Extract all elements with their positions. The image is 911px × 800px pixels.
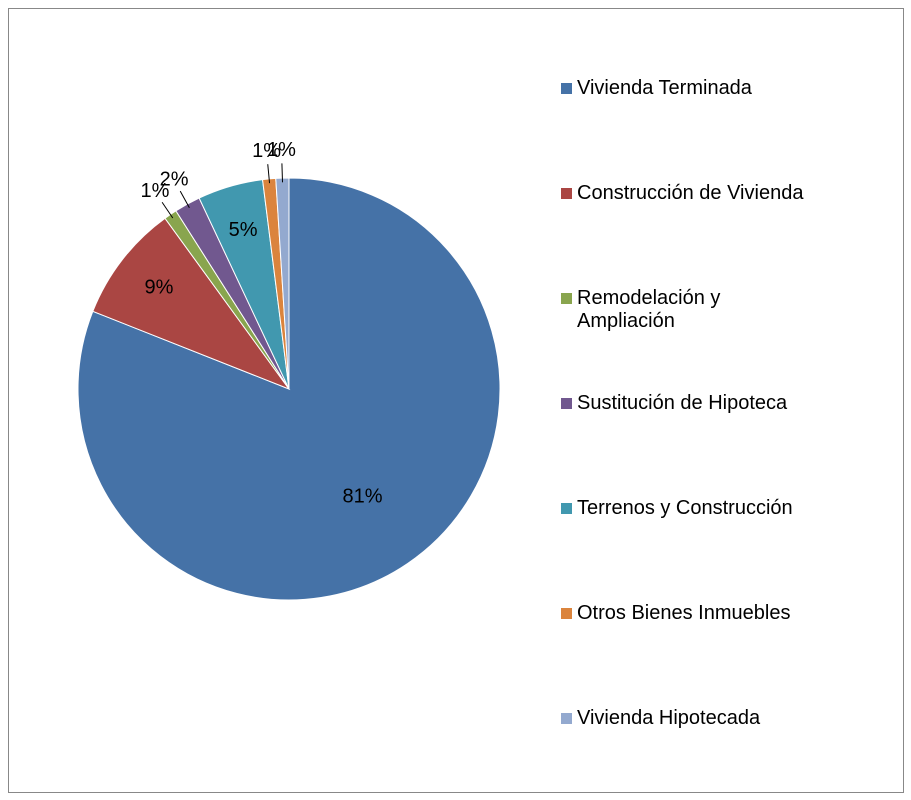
legend-label: Remodelación y Ampliación bbox=[577, 287, 721, 332]
legend-item: Otros Bienes Inmuebles bbox=[561, 602, 841, 625]
legend-label: Vivienda Hipotecada bbox=[577, 707, 761, 729]
legend-swatch bbox=[561, 503, 572, 514]
legend-swatch bbox=[561, 398, 572, 409]
data-label: 1% bbox=[141, 180, 170, 202]
legend-item: Terrenos y Construcción bbox=[561, 497, 841, 520]
pie-slice bbox=[92, 217, 291, 391]
chart: 81% 9% 1% 2% 5% 1% 1% Vivienda Terminada Constr… bbox=[8, 8, 904, 793]
leader-line bbox=[267, 164, 271, 184]
legend-swatch bbox=[561, 608, 572, 619]
legend-label: Construcción de Vivienda bbox=[577, 182, 804, 204]
legend-label: Vivienda Terminada bbox=[577, 77, 752, 99]
legend-label: Terrenos y Construcción bbox=[577, 497, 793, 519]
legend-label: Sustitución de Hipoteca bbox=[577, 392, 788, 414]
legend-item: Vivienda Terminada bbox=[561, 77, 841, 100]
legend-swatch bbox=[561, 83, 572, 94]
legend-item: Remodelación y Ampliación bbox=[561, 287, 841, 333]
data-label: 9% bbox=[145, 276, 174, 298]
legend-item: Sustitución de Hipoteca bbox=[561, 392, 841, 415]
legend-item: Vivienda Hipotecada bbox=[561, 707, 841, 730]
leader-line bbox=[161, 201, 174, 219]
legend-label: Otros Bienes Inmuebles bbox=[577, 602, 791, 624]
legend-swatch bbox=[561, 293, 572, 304]
data-label: 2% bbox=[160, 168, 189, 190]
data-label: 1% bbox=[252, 140, 281, 162]
legend-swatch bbox=[561, 188, 572, 199]
pie-area: 81%9%1%2%5%1%1% bbox=[77, 139, 501, 601]
leader-line bbox=[179, 190, 190, 209]
data-label: 81% bbox=[343, 485, 383, 507]
data-label: 1% bbox=[267, 139, 296, 161]
legend-swatch bbox=[561, 713, 572, 724]
data-label: 5% bbox=[229, 219, 258, 241]
leader-line bbox=[281, 163, 284, 183]
legend-item: Construcción de Vivienda bbox=[561, 182, 841, 205]
